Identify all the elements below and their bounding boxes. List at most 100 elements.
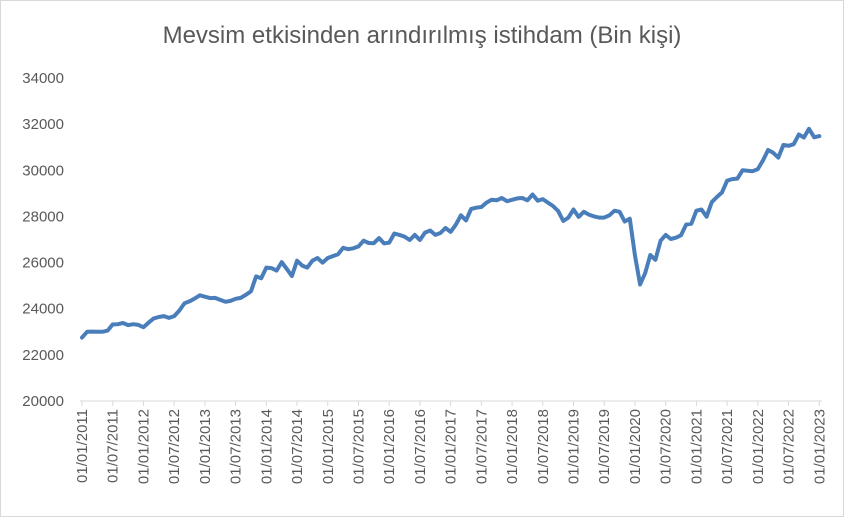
data-point (433, 233, 437, 237)
data-point (162, 314, 166, 318)
data-point (101, 330, 104, 334)
data-point (428, 229, 432, 232)
x-tick-label: 01/01/2017 (443, 409, 460, 484)
data-point (505, 199, 509, 203)
data-point (438, 231, 442, 235)
data-point (280, 260, 284, 264)
data-point (295, 259, 299, 263)
data-point (592, 214, 596, 218)
x-tick-label: 01/07/2022 (781, 409, 798, 484)
data-point (546, 201, 550, 205)
x-tick-label: 01/07/2019 (596, 409, 613, 484)
data-point (321, 261, 325, 265)
x-tick-label: 01/07/2016 (412, 409, 429, 484)
data-point (377, 236, 381, 240)
data-point (577, 215, 581, 219)
data-point (817, 134, 821, 138)
data-point (469, 207, 473, 211)
data-point (157, 315, 161, 319)
y-tick-label: 26000 (22, 255, 64, 272)
data-point (735, 177, 739, 181)
data-point (756, 167, 760, 171)
data-point (152, 316, 156, 320)
series-group (80, 126, 822, 340)
data-point (705, 215, 709, 219)
x-tick-label: 01/07/2017 (473, 409, 490, 484)
data-point (561, 219, 565, 223)
x-tick-label: 01/07/2015 (350, 409, 367, 484)
data-point (203, 295, 207, 299)
data-point (781, 143, 785, 147)
data-point (725, 179, 729, 183)
x-tick-label: 01/07/2018 (535, 409, 552, 484)
data-point (802, 136, 806, 139)
data-point (269, 266, 273, 270)
data-point (423, 231, 427, 235)
data-point (771, 151, 775, 155)
data-point (464, 218, 468, 222)
data-point (177, 309, 181, 313)
data-point (812, 135, 816, 139)
data-point (572, 208, 575, 211)
data-point (500, 196, 504, 200)
data-point (587, 213, 591, 217)
data-point (720, 190, 724, 194)
data-point (700, 208, 703, 211)
data-point (136, 323, 140, 327)
data-point (249, 289, 253, 293)
data-point (536, 199, 540, 203)
data-point (111, 322, 115, 326)
x-axis: 01/01/2011 01/07/2011 01/01/2012 01/07/2012… (74, 400, 828, 484)
x-tick-label: 01/01/2014 (258, 409, 275, 484)
data-point (316, 256, 319, 260)
data-point (490, 198, 494, 202)
y-tick-label: 34000 (22, 70, 64, 87)
x-tick-label: 01/07/2012 (166, 409, 183, 484)
data-point (259, 276, 263, 280)
data-point (541, 197, 545, 201)
x-tick-label: 01/07/2011 (105, 409, 122, 483)
data-point (218, 298, 222, 302)
data-point (357, 244, 360, 248)
data-point (392, 232, 396, 235)
y-axis: 20000 22000 24000 26000 28000 30000 32000 34000 (22, 70, 64, 410)
data-point (664, 233, 668, 237)
data-point (474, 206, 478, 210)
data-point (336, 252, 340, 256)
data-point (239, 296, 243, 300)
data-point (746, 169, 750, 173)
x-tick-label: 01/01/2018 (504, 409, 521, 484)
data-point (669, 237, 673, 241)
data-point (454, 223, 458, 227)
data-point (305, 266, 309, 270)
data-point (659, 239, 663, 243)
data-point (459, 213, 463, 217)
chart-title: Mevsim etkisinden arındırılmış istihdam … (162, 22, 682, 49)
data-point (582, 210, 586, 214)
data-point (633, 254, 637, 258)
x-tick-label: 01/07/2014 (289, 409, 306, 484)
data-point (95, 330, 99, 334)
data-point (444, 226, 447, 230)
data-point (674, 236, 678, 240)
y-tick-label: 32000 (22, 116, 64, 133)
data-point (208, 296, 212, 300)
data-point (372, 241, 376, 245)
data-point (597, 216, 601, 220)
data-point (90, 330, 94, 334)
data-point (141, 325, 145, 329)
data-point (495, 198, 499, 202)
x-tick-label: 01/01/2019 (566, 409, 583, 484)
data-point (807, 127, 811, 131)
data-point (310, 259, 314, 263)
data-point (403, 235, 407, 239)
x-tick-label: 01/01/2012 (135, 409, 152, 484)
data-point (792, 142, 796, 146)
data-point (413, 233, 417, 237)
x-tick-label: 01/07/2020 (658, 409, 675, 484)
y-tick-label: 28000 (22, 208, 64, 225)
y-tick-label: 24000 (22, 301, 64, 318)
data-point (285, 267, 289, 271)
